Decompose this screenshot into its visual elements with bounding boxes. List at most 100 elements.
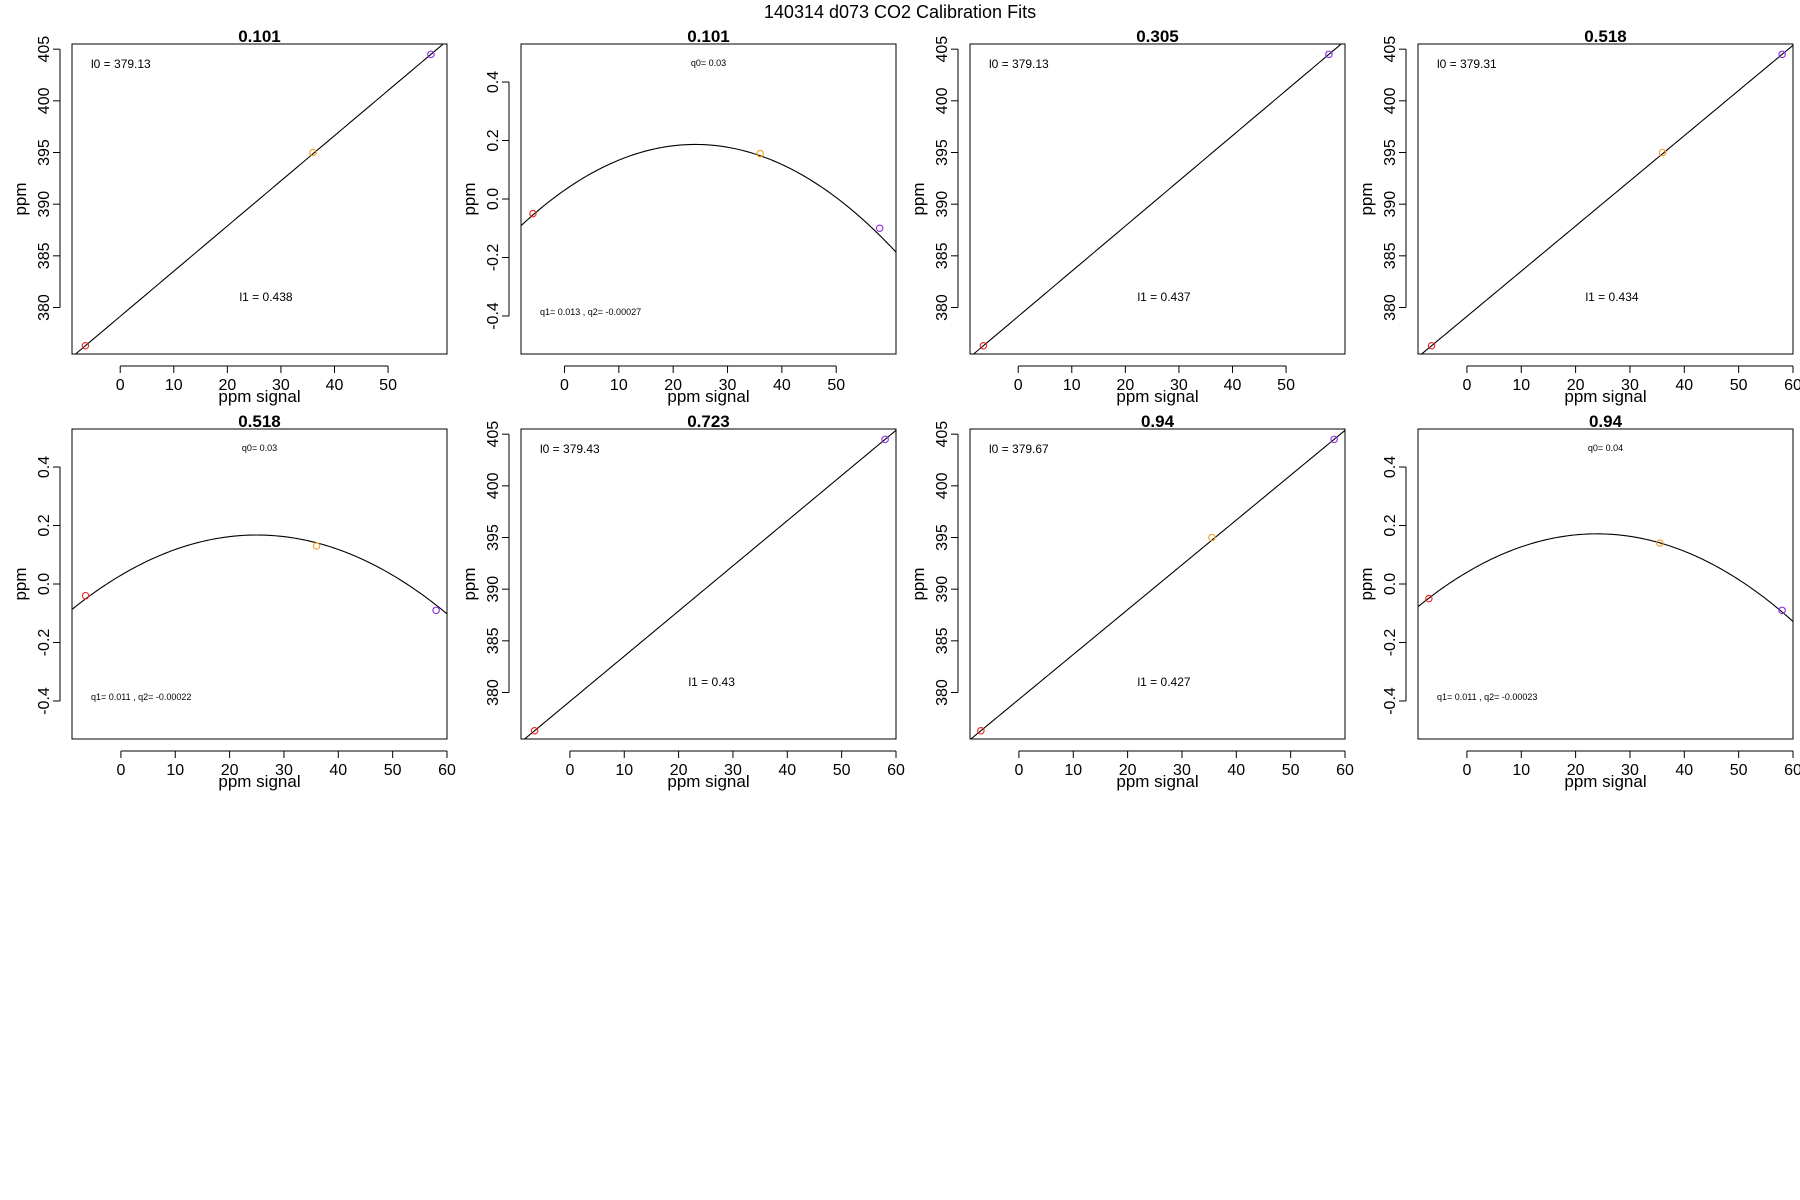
x-tick-label: 30	[275, 762, 293, 779]
fit-curve	[521, 143, 896, 253]
x-tick-label: 10	[166, 762, 184, 779]
data-point	[1330, 435, 1338, 444]
fit-annotation: q1= 0.011 , q2= -0.00023	[1437, 692, 1537, 702]
x-tick-label: 40	[329, 762, 347, 779]
chart-panel-6: 0.723 0 10 20 30 40 50 60 ppm signal 380 385 390 395…	[460, 412, 905, 791]
fit-curve	[72, 534, 447, 615]
x-tick-label: 50	[827, 377, 845, 394]
y-tick-label: -0.4	[36, 687, 53, 715]
x-tick-label: 30	[1621, 377, 1639, 394]
x-tick-label: 60	[1784, 377, 1800, 394]
y-tick-label: 405	[36, 36, 53, 63]
y-tick-label: 400	[934, 87, 951, 114]
data-point	[81, 341, 90, 350]
panel-title: 0.101	[238, 27, 281, 46]
data-point	[756, 149, 764, 158]
panel-title: 0.518	[1584, 27, 1627, 46]
x-tick-label: 50	[833, 762, 851, 779]
fit-curve	[970, 429, 1345, 739]
x-tick-label: 40	[1227, 762, 1245, 779]
figure-title: 140314 d073 CO2 Calibration Fits	[763, 2, 1037, 22]
data-point	[1425, 594, 1433, 603]
x-axis-label: ppm signal	[667, 772, 749, 791]
y-tick-label: -0.2	[36, 629, 53, 657]
x-tick-label: 20	[670, 762, 688, 779]
y-tick-label: 380	[1382, 294, 1399, 321]
x-tick-label: 20	[1567, 762, 1585, 779]
y-tick-label: -0.4	[485, 302, 502, 330]
fit-annotation: l0 = 379.13	[989, 57, 1049, 71]
data-point	[81, 591, 90, 600]
data-point	[875, 224, 884, 232]
data-point	[1778, 50, 1786, 59]
y-tick-label: 400	[36, 87, 53, 114]
fit-annotation: l0 = 379.67	[989, 442, 1049, 456]
data-point	[1427, 341, 1436, 350]
x-tick-label: 0	[565, 762, 574, 779]
x-tick-label: 30	[1621, 762, 1639, 779]
data-point	[1778, 606, 1786, 615]
fit-curve	[1418, 533, 1793, 622]
x-tick-label: 0	[1462, 762, 1471, 779]
x-tick-label: 30	[724, 762, 742, 779]
chart-panel-7: 0.94 0 10 20 30 40 50 60 ppm signal 380 385 390 395 4…	[909, 412, 1354, 791]
x-tick-label: 0	[1014, 762, 1023, 779]
x-tick-label: 10	[610, 377, 628, 394]
y-tick-label: 395	[934, 524, 951, 551]
y-tick-label: 395	[485, 524, 502, 551]
chart-panel-5: 0.518 0 10 20 30 40 50 60 ppm signal -0.4 -0.2 0.0 0…	[11, 412, 456, 791]
y-tick-label: 0.2	[485, 129, 502, 151]
x-axis-label: ppm signal	[1116, 387, 1198, 406]
x-tick-label: 50	[1730, 762, 1748, 779]
y-axis-label: ppm	[11, 182, 30, 215]
fit-annotation: q0= 0.03	[691, 58, 726, 68]
y-tick-label: 405	[934, 36, 951, 63]
y-tick-label: -0.2	[485, 244, 502, 272]
data-point	[1208, 533, 1216, 542]
y-tick-label: 385	[36, 242, 53, 269]
y-tick-label: 405	[1382, 36, 1399, 63]
plot-frame	[969, 43, 1346, 355]
data-point	[977, 726, 985, 735]
fit-annotation: l1 = 0.438	[240, 290, 293, 304]
fit-annotation: l1 = 0.437	[1138, 290, 1191, 304]
y-tick-label: 400	[934, 472, 951, 499]
data-point	[312, 542, 321, 550]
x-tick-label: 10	[1512, 762, 1530, 779]
y-tick-label: 380	[934, 679, 951, 706]
chart-panel-2: 0.101 0 10 20 30 40 50 ppm signal -0.4 -0.2 0.0 0.2…	[460, 27, 897, 406]
y-tick-label: 385	[934, 627, 951, 654]
y-tick-label: 405	[934, 421, 951, 448]
y-tick-label: 0.4	[36, 456, 53, 478]
data-point	[1658, 148, 1667, 157]
panel-title: 0.305	[1136, 27, 1179, 46]
panel-title: 0.723	[687, 412, 730, 431]
x-axis-label: ppm signal	[1564, 387, 1646, 406]
y-tick-label: 405	[485, 421, 502, 448]
x-axis-label: ppm signal	[667, 387, 749, 406]
y-tick-label: -0.2	[1382, 629, 1399, 657]
fit-curve	[1420, 44, 1793, 354]
fit-annotation: q0= 0.04	[1588, 443, 1623, 453]
x-tick-label: 20	[221, 762, 239, 779]
x-tick-label: 30	[272, 377, 290, 394]
x-axis-label: ppm signal	[1564, 772, 1646, 791]
x-axis-label: ppm signal	[1116, 772, 1198, 791]
x-tick-label: 20	[1119, 762, 1137, 779]
x-tick-label: 0	[116, 762, 125, 779]
plot-frame	[520, 428, 897, 740]
x-tick-label: 40	[1675, 377, 1693, 394]
data-point	[309, 148, 317, 157]
x-tick-label: 50	[384, 762, 402, 779]
y-tick-label: 390	[1382, 191, 1399, 218]
fit-curve	[972, 44, 1343, 354]
y-tick-label: 385	[485, 627, 502, 654]
x-tick-label: 40	[778, 762, 796, 779]
chart-panel-8: 0.94 0 10 20 30 40 50 60 ppm signal -0.4 -0.2 0.0 0.…	[1357, 412, 1800, 791]
fit-annotation: l1 = 0.434	[1586, 290, 1639, 304]
x-tick-label: 30	[719, 377, 737, 394]
data-point	[432, 606, 440, 615]
x-tick-label: 10	[615, 762, 633, 779]
y-tick-label: 390	[934, 576, 951, 603]
